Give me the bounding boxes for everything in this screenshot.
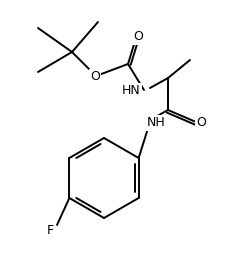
- Text: O: O: [195, 117, 205, 130]
- Text: O: O: [90, 71, 99, 84]
- Text: F: F: [46, 224, 53, 236]
- Text: HN: HN: [122, 85, 140, 98]
- Text: O: O: [133, 30, 142, 43]
- Text: NH: NH: [146, 117, 165, 130]
